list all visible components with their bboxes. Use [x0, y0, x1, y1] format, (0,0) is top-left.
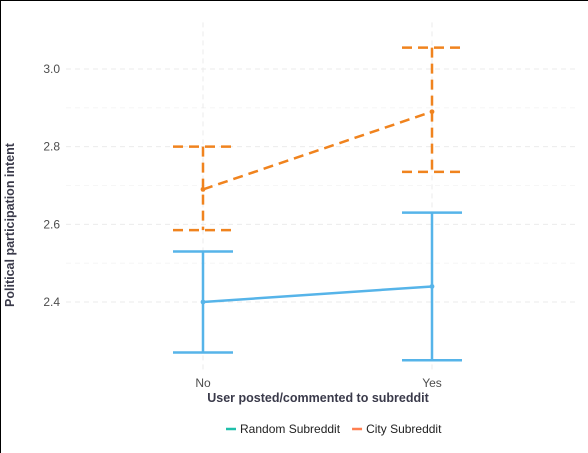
series-city-subreddit [173, 46, 462, 232]
legend-item: City Subreddit [352, 422, 442, 436]
x-tick-label: No [195, 376, 211, 390]
data-point [429, 284, 435, 289]
x-axis-title: User posted/commented to subreddit [207, 391, 429, 405]
plot-area [173, 46, 462, 362]
y-tick-label: 3.0 [43, 62, 60, 76]
legend-label: City Subreddit [366, 422, 442, 436]
x-tick-label: Yes [422, 376, 442, 390]
series-line [202, 285, 433, 304]
legend: Random Subreddit City Subreddit [226, 422, 442, 436]
x-axis: No Yes [195, 376, 441, 390]
y-axis-title: Political participation intent [3, 142, 17, 307]
data-point [200, 186, 206, 192]
grid [66, 22, 578, 372]
series-random-subreddit [173, 211, 462, 362]
data-point [200, 299, 206, 305]
legend-label: Random Subreddit [240, 422, 341, 436]
y-tick-label: 2.4 [43, 295, 60, 309]
y-tick-label: 2.8 [43, 140, 60, 154]
y-axis: 2.4 2.6 2.8 3.0 [43, 62, 60, 309]
legend-item: Random Subreddit [226, 422, 341, 436]
series-line [202, 110, 433, 191]
y-tick-label: 2.6 [43, 217, 60, 231]
data-point [429, 109, 435, 115]
